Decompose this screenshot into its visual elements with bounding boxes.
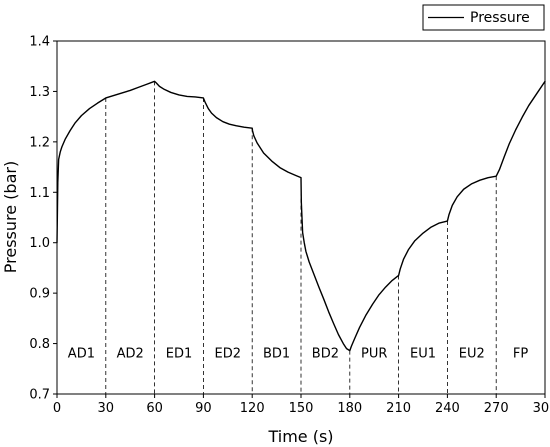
x-axis-label: Time (s) xyxy=(267,427,333,446)
phase-label: PUR xyxy=(361,347,387,362)
y-tick-label: 1.1 xyxy=(29,186,50,201)
phase-label: EU1 xyxy=(410,347,436,362)
y-tick-label: 1.4 xyxy=(29,35,50,50)
x-axis-ticks: 0 30 60 90 120 150 180 210 240 270 300 xyxy=(53,394,550,416)
phase-labels: AD1 AD2 ED1 ED2 BD1 BD2 PUR EU1 EU2 FP xyxy=(68,347,529,362)
x-tick-label: 240 xyxy=(435,401,460,416)
y-tick-label: 1.2 xyxy=(29,135,50,150)
x-tick-label: 30 xyxy=(98,401,115,416)
y-axis-ticks: 0.7 0.8 0.9 1.0 1.1 1.2 1.3 1.4 xyxy=(29,35,57,403)
y-tick-label: 1.0 xyxy=(29,236,50,251)
x-tick-label: 300 xyxy=(533,401,550,416)
series-line-pressure xyxy=(56,80,546,352)
y-tick-label: 0.8 xyxy=(29,337,50,352)
y-tick-label: 0.7 xyxy=(29,388,50,403)
phase-label: ED1 xyxy=(166,347,193,362)
phase-label: AD2 xyxy=(117,347,144,362)
x-tick-label: 60 xyxy=(146,401,163,416)
x-tick-label: 150 xyxy=(289,401,314,416)
x-tick-label: 0 xyxy=(53,401,61,416)
phase-label: AD1 xyxy=(68,347,95,362)
legend: Pressure xyxy=(422,4,545,31)
x-tick-label: 90 xyxy=(195,401,212,416)
phase-label: BD1 xyxy=(263,347,290,362)
y-tick-label: 1.3 xyxy=(29,85,50,100)
x-tick-label: 210 xyxy=(386,401,411,416)
phase-label: BD2 xyxy=(312,347,339,362)
phase-label: ED2 xyxy=(215,347,242,362)
y-axis-label: Pressure (bar) xyxy=(1,161,20,273)
legend-label-pressure: Pressure xyxy=(470,10,530,26)
series-group xyxy=(56,80,546,352)
x-tick-label: 270 xyxy=(484,401,509,416)
x-tick-label: 120 xyxy=(240,401,265,416)
y-tick-label: 0.9 xyxy=(29,287,50,302)
phase-label: FP xyxy=(513,347,528,362)
x-tick-label: 180 xyxy=(337,401,362,416)
phase-label: EU2 xyxy=(459,347,485,362)
phase-boundary-lines xyxy=(105,81,546,394)
